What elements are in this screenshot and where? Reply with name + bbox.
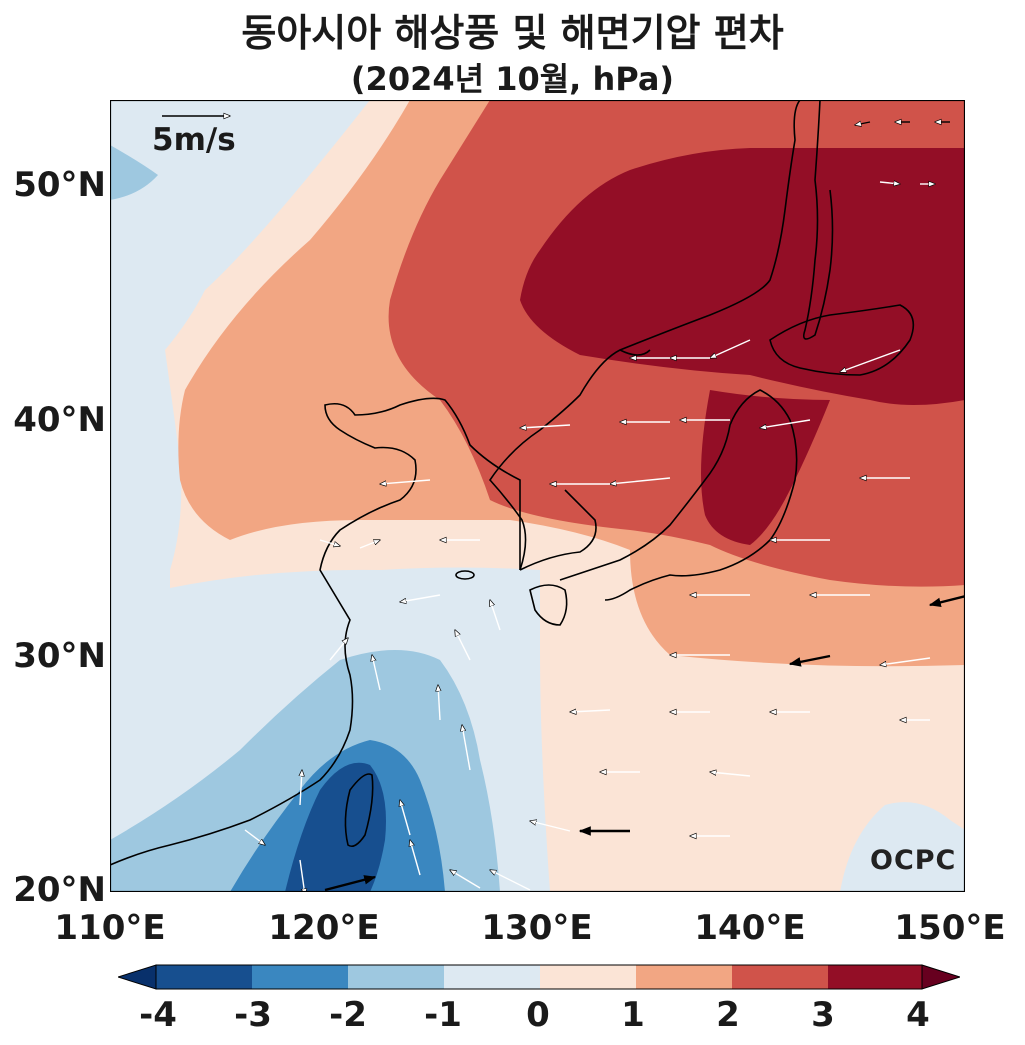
wind-vector: [359, 539, 380, 549]
colorbar-tick-label: -3: [234, 995, 272, 1035]
colorbar-segment: [444, 965, 540, 989]
wind-vector: [462, 725, 471, 771]
coastline-china: [110, 397, 521, 866]
region-neg4: [285, 762, 386, 892]
wind-vector: [855, 122, 871, 125]
wind-vector: [840, 349, 901, 372]
wind-vector: [400, 594, 441, 602]
colorbar-tick-label: 3: [811, 995, 835, 1035]
wind-vector: [380, 479, 431, 484]
coastline-kyushu: [529, 584, 568, 626]
coastline-japan: [559, 389, 798, 601]
coastline-hokkaido: [769, 304, 915, 376]
region-neg1: [840, 802, 965, 892]
wind-vector: [319, 539, 340, 546]
region-3: [701, 390, 830, 545]
wind-vector: [244, 829, 265, 845]
wind-vector: [300, 770, 302, 806]
colorbar-segment: [156, 965, 252, 989]
x-tick-label: 130°E: [481, 908, 593, 948]
wind-vector: [400, 800, 411, 836]
coastline-jeju: [455, 570, 475, 580]
colorbar-tick-label: -2: [329, 995, 367, 1035]
coastline-russia: [619, 100, 801, 351]
wind-vector: [879, 182, 900, 184]
wind-vector: [299, 859, 305, 892]
y-tick-label: 30°N: [13, 636, 106, 676]
pressure-anomaly-map: [110, 100, 965, 892]
colorbar-segment: [732, 965, 828, 989]
wind-vector: [520, 425, 571, 428]
wind-vector: [710, 772, 751, 777]
colorbar-tick-label: 4: [906, 995, 930, 1035]
wind-vector: [570, 710, 611, 712]
wind-vector: [610, 477, 671, 484]
y-tick-label: 40°N: [13, 400, 106, 440]
region-neg2: [110, 145, 158, 200]
wind-vector: [928, 595, 965, 608]
wind-vector: [490, 870, 531, 891]
wind-vector: [530, 821, 571, 832]
map-frame: [110, 100, 965, 892]
wind-vector: [329, 638, 348, 661]
colorbar-tick-label: 2: [716, 995, 740, 1035]
colorbar-tick-label: -4: [139, 995, 177, 1035]
wind-vector: [880, 657, 931, 665]
coastlines: [110, 100, 915, 866]
coastline-taiwan: [344, 773, 374, 848]
x-tick-label: 140°E: [694, 908, 806, 948]
colorbar-tick-label: -1: [424, 995, 462, 1035]
colorbar-segment: [252, 965, 348, 989]
colorbar-frame: [155, 964, 923, 990]
coastline-sakhalin: [802, 100, 834, 340]
colorbar-tick-label: 0: [526, 995, 550, 1035]
colorbar-segment: [540, 965, 636, 989]
colorbar-extend-high: [921, 964, 960, 990]
x-tick-label: 150°E: [894, 908, 1006, 948]
chart-title: 동아시아 해상풍 및 해면기압 편차: [241, 11, 784, 55]
wind-vector: [438, 685, 440, 721]
colorbar-segment: [828, 965, 922, 989]
colorbar-segment: [636, 965, 732, 989]
wind-vector: [710, 339, 751, 358]
colorbar-extend-low: [118, 964, 157, 990]
wind-vector: [760, 419, 811, 428]
x-tick-label: 110°E: [54, 908, 166, 948]
y-tick-label: 20°N: [13, 870, 106, 910]
colorbar-tick-label: 1: [621, 995, 645, 1035]
chart-subtitle: (2024년 10월, hPa): [350, 60, 675, 98]
wind-vectors: [244, 122, 965, 892]
y-tick-label: 50°N: [13, 165, 106, 205]
wind-vector: [450, 870, 481, 889]
wind-vector: [324, 875, 377, 892]
coastline-korea: [488, 349, 651, 571]
wind-vector: [372, 655, 381, 691]
coastline-korea: [519, 489, 597, 571]
ocpc-logo: OCPC: [870, 845, 957, 876]
colorbar: [118, 964, 960, 990]
wind-vector: [490, 600, 501, 631]
colorbar-segment: [348, 965, 444, 989]
wind-vector: [455, 630, 471, 661]
wind-vector: [788, 654, 831, 667]
wind-vector: [410, 840, 421, 876]
region-3: [520, 148, 965, 405]
reference-vector-label: 5m/s: [152, 122, 236, 158]
x-tick-label: 120°E: [268, 908, 380, 948]
